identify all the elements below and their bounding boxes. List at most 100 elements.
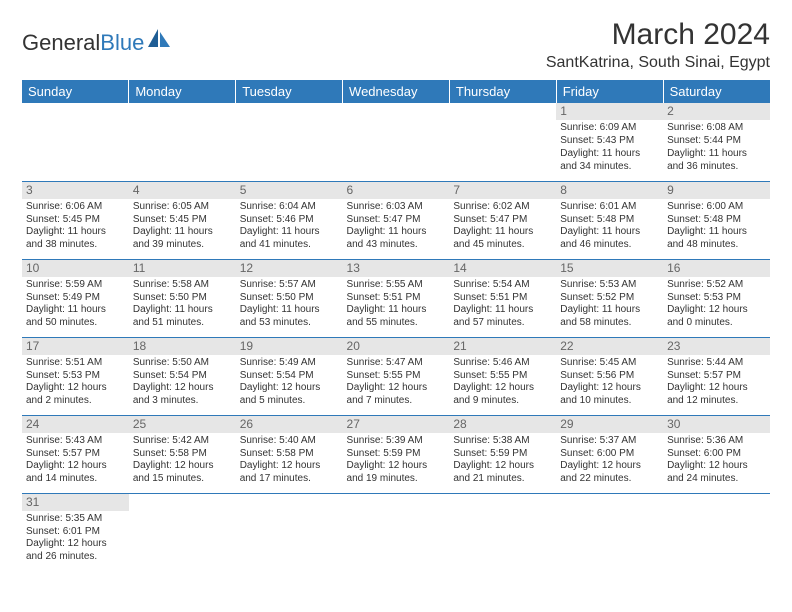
daylight-text: and 38 minutes. [26, 239, 125, 252]
day-number: 4 [129, 182, 236, 199]
sunrise-text: Sunrise: 5:58 AM [133, 279, 232, 292]
daylight-text: and 45 minutes. [453, 239, 552, 252]
calendar-day-cell: 13Sunrise: 5:55 AMSunset: 5:51 PMDayligh… [343, 259, 450, 337]
daylight-text: Daylight: 12 hours [667, 304, 766, 317]
calendar-week-row: 31Sunrise: 5:35 AMSunset: 6:01 PMDayligh… [22, 493, 770, 571]
calendar-day-cell [129, 493, 236, 571]
daylight-text: Daylight: 12 hours [133, 460, 232, 473]
calendar-day-cell [343, 103, 450, 181]
daylight-text: and 14 minutes. [26, 473, 125, 486]
daylight-text: Daylight: 11 hours [560, 304, 659, 317]
daylight-text: Daylight: 11 hours [667, 148, 766, 161]
daylight-text: and 22 minutes. [560, 473, 659, 486]
day-number: 12 [236, 260, 343, 277]
daylight-text: Daylight: 12 hours [347, 382, 446, 395]
sunset-text: Sunset: 6:00 PM [560, 448, 659, 461]
weekday-header: Thursday [449, 80, 556, 103]
sunset-text: Sunset: 5:46 PM [240, 214, 339, 227]
sunset-text: Sunset: 5:44 PM [667, 135, 766, 148]
daylight-text: Daylight: 11 hours [240, 226, 339, 239]
sunrise-text: Sunrise: 5:51 AM [26, 357, 125, 370]
daylight-text: Daylight: 12 hours [240, 382, 339, 395]
sunrise-text: Sunrise: 5:44 AM [667, 357, 766, 370]
calendar-week-row: 1Sunrise: 6:09 AMSunset: 5:43 PMDaylight… [22, 103, 770, 181]
calendar-day-cell: 4Sunrise: 6:05 AMSunset: 5:45 PMDaylight… [129, 181, 236, 259]
daylight-text: and 12 minutes. [667, 395, 766, 408]
calendar-day-cell [556, 493, 663, 571]
sunrise-text: Sunrise: 6:08 AM [667, 122, 766, 135]
sunset-text: Sunset: 5:53 PM [26, 370, 125, 383]
daylight-text: and 9 minutes. [453, 395, 552, 408]
sunrise-text: Sunrise: 5:36 AM [667, 435, 766, 448]
daylight-text: Daylight: 12 hours [667, 460, 766, 473]
sunrise-text: Sunrise: 5:42 AM [133, 435, 232, 448]
calendar-day-cell: 30Sunrise: 5:36 AMSunset: 6:00 PMDayligh… [663, 415, 770, 493]
sunrise-text: Sunrise: 6:00 AM [667, 201, 766, 214]
calendar-day-cell [236, 103, 343, 181]
day-number: 22 [556, 338, 663, 355]
daylight-text: and 0 minutes. [667, 317, 766, 330]
calendar-day-cell: 14Sunrise: 5:54 AMSunset: 5:51 PMDayligh… [449, 259, 556, 337]
daylight-text: Daylight: 12 hours [240, 460, 339, 473]
day-number: 8 [556, 182, 663, 199]
day-number: 3 [22, 182, 129, 199]
daylight-text: Daylight: 12 hours [133, 382, 232, 395]
sunrise-text: Sunrise: 5:35 AM [26, 513, 125, 526]
calendar-day-cell [449, 493, 556, 571]
day-number: 11 [129, 260, 236, 277]
calendar-day-cell: 15Sunrise: 5:53 AMSunset: 5:52 PMDayligh… [556, 259, 663, 337]
calendar-day-cell: 18Sunrise: 5:50 AMSunset: 5:54 PMDayligh… [129, 337, 236, 415]
sunrise-text: Sunrise: 6:05 AM [133, 201, 232, 214]
day-number: 26 [236, 416, 343, 433]
month-title: March 2024 [546, 18, 770, 52]
calendar-week-row: 17Sunrise: 5:51 AMSunset: 5:53 PMDayligh… [22, 337, 770, 415]
day-number: 14 [449, 260, 556, 277]
sunset-text: Sunset: 5:55 PM [453, 370, 552, 383]
calendar-day-cell [663, 493, 770, 571]
day-number: 23 [663, 338, 770, 355]
sunrise-text: Sunrise: 5:52 AM [667, 279, 766, 292]
sunrise-text: Sunrise: 5:57 AM [240, 279, 339, 292]
sunrise-text: Sunrise: 5:54 AM [453, 279, 552, 292]
calendar-day-cell: 10Sunrise: 5:59 AMSunset: 5:49 PMDayligh… [22, 259, 129, 337]
calendar-day-cell: 11Sunrise: 5:58 AMSunset: 5:50 PMDayligh… [129, 259, 236, 337]
daylight-text: and 46 minutes. [560, 239, 659, 252]
calendar-day-cell: 8Sunrise: 6:01 AMSunset: 5:48 PMDaylight… [556, 181, 663, 259]
sunset-text: Sunset: 5:59 PM [347, 448, 446, 461]
day-number: 10 [22, 260, 129, 277]
sunrise-text: Sunrise: 5:40 AM [240, 435, 339, 448]
title-block: March 2024 SantKatrina, South Sinai, Egy… [546, 18, 770, 72]
sunrise-text: Sunrise: 5:38 AM [453, 435, 552, 448]
sunset-text: Sunset: 5:54 PM [133, 370, 232, 383]
daylight-text: and 50 minutes. [26, 317, 125, 330]
daylight-text: and 26 minutes. [26, 551, 125, 564]
daylight-text: and 58 minutes. [560, 317, 659, 330]
sunset-text: Sunset: 5:53 PM [667, 292, 766, 305]
daylight-text: and 3 minutes. [133, 395, 232, 408]
daylight-text: and 53 minutes. [240, 317, 339, 330]
daylight-text: and 51 minutes. [133, 317, 232, 330]
daylight-text: Daylight: 11 hours [26, 226, 125, 239]
calendar-table: SundayMondayTuesdayWednesdayThursdayFrid… [22, 80, 770, 571]
daylight-text: Daylight: 11 hours [133, 226, 232, 239]
calendar-day-cell: 25Sunrise: 5:42 AMSunset: 5:58 PMDayligh… [129, 415, 236, 493]
daylight-text: Daylight: 12 hours [26, 382, 125, 395]
daylight-text: Daylight: 12 hours [26, 460, 125, 473]
calendar-day-cell: 7Sunrise: 6:02 AMSunset: 5:47 PMDaylight… [449, 181, 556, 259]
sunrise-text: Sunrise: 5:55 AM [347, 279, 446, 292]
calendar-week-row: 3Sunrise: 6:06 AMSunset: 5:45 PMDaylight… [22, 181, 770, 259]
daylight-text: and 36 minutes. [667, 161, 766, 174]
sunset-text: Sunset: 5:57 PM [26, 448, 125, 461]
calendar-body: 1Sunrise: 6:09 AMSunset: 5:43 PMDaylight… [22, 103, 770, 571]
day-number: 24 [22, 416, 129, 433]
sunset-text: Sunset: 5:54 PM [240, 370, 339, 383]
sunset-text: Sunset: 5:58 PM [133, 448, 232, 461]
sunset-text: Sunset: 5:56 PM [560, 370, 659, 383]
sunset-text: Sunset: 5:48 PM [560, 214, 659, 227]
weekday-header: Wednesday [343, 80, 450, 103]
sunset-text: Sunset: 5:48 PM [667, 214, 766, 227]
daylight-text: and 34 minutes. [560, 161, 659, 174]
calendar-day-cell: 28Sunrise: 5:38 AMSunset: 5:59 PMDayligh… [449, 415, 556, 493]
daylight-text: and 39 minutes. [133, 239, 232, 252]
calendar-day-cell: 23Sunrise: 5:44 AMSunset: 5:57 PMDayligh… [663, 337, 770, 415]
